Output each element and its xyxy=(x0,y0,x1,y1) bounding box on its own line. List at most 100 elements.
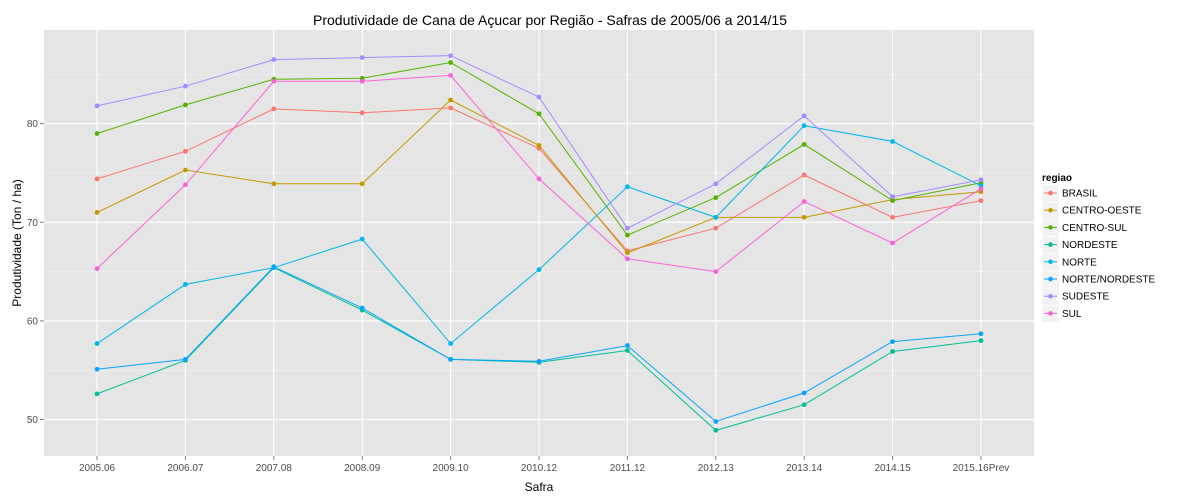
data-point xyxy=(183,356,188,362)
x-axis-title: Safra xyxy=(525,480,554,494)
chart-title: Produtividade de Cana de Açucar por Regi… xyxy=(313,12,787,28)
data-point xyxy=(713,269,719,274)
data-point xyxy=(271,78,277,84)
data-point xyxy=(713,181,719,187)
x-tick-label: 2014.15 xyxy=(874,463,911,474)
data-point xyxy=(624,250,630,256)
data-point xyxy=(94,391,100,397)
data-point xyxy=(536,94,542,100)
series xyxy=(94,264,984,424)
data-point xyxy=(713,195,719,201)
data-point xyxy=(801,141,807,147)
legend-label: NORDESTE xyxy=(1062,240,1118,251)
legend-item: SUL xyxy=(1041,305,1082,323)
y-tick-label: 80 xyxy=(27,119,39,130)
data-point xyxy=(536,142,542,148)
data-point xyxy=(94,176,100,182)
data-point xyxy=(890,198,895,203)
data-point xyxy=(801,214,807,220)
data-point xyxy=(94,210,100,215)
data-point xyxy=(624,184,630,190)
data-point xyxy=(271,264,277,270)
legend-key-point xyxy=(1048,225,1053,230)
data-point xyxy=(183,102,188,108)
y-axis-title: Produtividade (Ton / ha) xyxy=(10,179,24,306)
legend-label: NORTE xyxy=(1062,257,1097,268)
x-tick-label: 2006.07 xyxy=(167,463,204,474)
data-point xyxy=(624,343,630,348)
data-point xyxy=(978,186,984,192)
legend-key-point xyxy=(1048,293,1053,299)
data-point xyxy=(448,105,454,111)
legend-item: CENTRO-SUL xyxy=(1041,219,1127,237)
data-point xyxy=(536,267,542,273)
data-point xyxy=(448,60,454,65)
data-point xyxy=(448,72,454,78)
data-point xyxy=(801,172,807,178)
legend-item: SUDESTE xyxy=(1041,287,1110,306)
data-point xyxy=(359,181,365,187)
legend-label: SUDESTE xyxy=(1062,292,1110,303)
data-point xyxy=(448,341,454,346)
data-point xyxy=(183,182,188,188)
data-point xyxy=(624,256,630,262)
data-point xyxy=(448,97,454,103)
legend-item: CENTRO-OESTE xyxy=(1041,201,1142,220)
data-point xyxy=(624,225,630,231)
data-point xyxy=(801,199,807,204)
data-point xyxy=(801,123,807,129)
series xyxy=(94,72,984,274)
data-point xyxy=(448,53,454,59)
legend-key-point xyxy=(1048,276,1053,282)
data-point xyxy=(536,358,542,364)
data-point xyxy=(359,305,365,311)
data-point xyxy=(890,214,895,220)
data-point xyxy=(271,57,277,62)
legend-key-point xyxy=(1048,242,1053,247)
data-point xyxy=(713,225,719,231)
data-point xyxy=(94,266,100,272)
legend-label: BRASIL xyxy=(1062,189,1098,200)
data-point xyxy=(94,131,100,136)
x-tick-label: 2012.13 xyxy=(698,463,735,474)
data-point xyxy=(183,282,188,287)
legend-item: NORTE xyxy=(1041,253,1097,272)
legend-item: NORTE/NORDESTE xyxy=(1041,270,1155,289)
data-point xyxy=(890,194,895,200)
y-tick-label: 70 xyxy=(27,218,39,229)
data-point xyxy=(536,111,542,117)
x-tick-label: 2013.14 xyxy=(786,463,823,474)
x-tick-label: 2005.06 xyxy=(79,463,116,474)
data-point xyxy=(94,341,100,346)
series-layer xyxy=(94,53,984,433)
data-point xyxy=(890,339,895,345)
legend-label: CENTRO-OESTE xyxy=(1062,206,1142,217)
data-point xyxy=(183,83,188,89)
y-axis: 50 60 70 80 xyxy=(27,119,44,426)
data-point xyxy=(183,148,188,154)
data-point xyxy=(978,177,984,183)
legend-key-point xyxy=(1048,207,1053,213)
x-tick-label: 2009.10 xyxy=(433,463,470,474)
legend-item: BRASIL xyxy=(1041,184,1098,203)
data-point xyxy=(94,366,100,372)
data-point xyxy=(359,110,365,116)
y-tick-label: 60 xyxy=(27,316,39,327)
x-tick-label: 2015.16Prev xyxy=(953,463,1010,474)
data-point xyxy=(801,113,807,119)
data-point xyxy=(359,236,365,242)
x-axis: 2005.06 2006.07 2007.08 2008.09 2009.10 2010.… xyxy=(79,456,1009,474)
data-point xyxy=(978,338,984,344)
x-tick-label: 2008.09 xyxy=(344,463,381,474)
legend-key-point xyxy=(1048,311,1053,316)
data-point xyxy=(801,390,807,396)
data-point xyxy=(978,198,984,203)
grid-major xyxy=(44,30,1034,456)
data-point xyxy=(271,181,277,187)
legend-label: CENTRO-SUL xyxy=(1062,223,1127,234)
data-point xyxy=(94,103,100,109)
data-point xyxy=(890,349,895,354)
data-point xyxy=(713,214,719,220)
data-point xyxy=(801,402,807,408)
